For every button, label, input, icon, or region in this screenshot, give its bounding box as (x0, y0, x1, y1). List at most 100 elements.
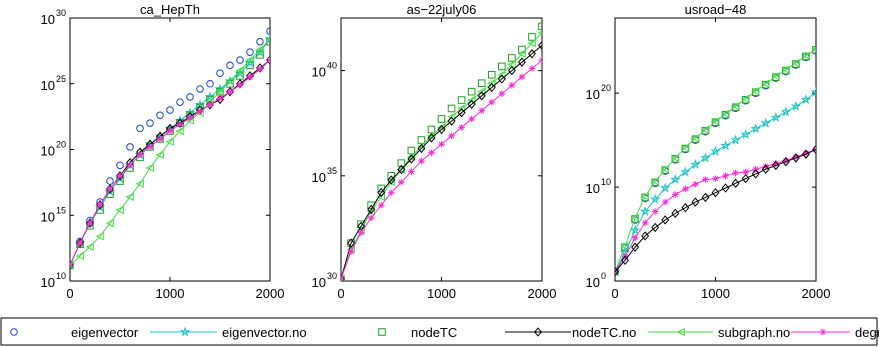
data-point (711, 117, 720, 126)
data-point (761, 164, 770, 174)
data-point (615, 266, 619, 277)
data-point (782, 157, 790, 165)
legend-marker (676, 327, 685, 337)
data-point (649, 193, 661, 204)
y-tick-label: 10 (41, 12, 55, 27)
data-point (631, 234, 639, 242)
data-point (266, 37, 270, 46)
data-point (629, 224, 641, 235)
data-point (750, 123, 761, 134)
data-point (85, 242, 94, 251)
data-point (742, 168, 749, 176)
data-point (498, 90, 506, 98)
data-point (690, 158, 701, 169)
data-point (487, 71, 496, 79)
data-point (264, 33, 270, 44)
data-point (791, 153, 800, 163)
data-point (651, 208, 659, 215)
data-point (670, 153, 680, 163)
data-point (166, 127, 174, 135)
data-point (116, 172, 124, 180)
data-point (508, 82, 516, 89)
data-point (204, 91, 216, 102)
data-point (427, 133, 436, 143)
data-point (418, 157, 425, 165)
data-point (70, 260, 74, 270)
data-point (802, 149, 810, 157)
data-point (518, 45, 526, 54)
data-point (801, 149, 810, 159)
data-point (488, 98, 496, 106)
y-tick-exponent: 10 (601, 177, 611, 187)
data-point (347, 248, 355, 255)
series-eigenvector-no (615, 86, 816, 277)
data-point (477, 91, 486, 101)
data-point (812, 144, 816, 155)
data-point (801, 51, 810, 60)
x-tick-label: 0 (337, 286, 344, 301)
data-point (407, 154, 416, 164)
y-tick-exponent: 40 (327, 61, 337, 71)
legend-marker (179, 326, 191, 337)
legend-label: nodeTC.no (572, 325, 636, 340)
data-point (751, 169, 760, 179)
data-point (761, 79, 770, 88)
data-point (186, 114, 194, 122)
data-point (477, 79, 486, 88)
data-point (86, 219, 94, 227)
chart-title: ca_HepTh (140, 2, 200, 17)
data-point (517, 49, 526, 58)
series-subgraph-no (615, 46, 816, 276)
data-point (711, 188, 720, 198)
data-point (136, 124, 144, 133)
data-point (771, 72, 780, 81)
data-point (640, 192, 649, 201)
data-point (701, 192, 710, 203)
data-point (498, 62, 506, 71)
data-point (457, 108, 466, 118)
data-point (517, 57, 526, 67)
data-point (772, 160, 780, 167)
data-point (156, 135, 164, 143)
data-point (659, 182, 671, 193)
series-group (341, 22, 542, 281)
data-point (468, 115, 475, 123)
data-point (155, 150, 164, 159)
data-point (145, 163, 154, 173)
data-point (226, 61, 234, 70)
data-point (621, 255, 630, 266)
series-nodetc-no (341, 40, 542, 281)
data-point (234, 67, 246, 78)
data-point (255, 45, 264, 54)
data-point (631, 242, 640, 252)
series-degree (341, 56, 542, 281)
data-point (196, 85, 204, 93)
data-point (387, 175, 396, 185)
data-point (427, 125, 436, 134)
series-line (341, 44, 542, 280)
series-line (615, 149, 816, 272)
data-point (236, 81, 244, 89)
data-point (661, 215, 670, 225)
data-point (397, 159, 406, 167)
series-group (70, 27, 270, 270)
data-point (701, 125, 710, 134)
data-point (165, 137, 174, 146)
data-point (528, 65, 536, 72)
data-point (731, 102, 740, 111)
data-point (397, 164, 406, 175)
plot-area (614, 17, 817, 282)
data-point (376, 192, 385, 201)
y-tick-label: 10 (41, 78, 55, 93)
data-point (538, 56, 542, 64)
x-tick-label: 2000 (528, 286, 557, 301)
data-point (236, 56, 244, 64)
data-point (682, 185, 689, 193)
legend-marker (378, 328, 386, 336)
data-point (266, 56, 270, 64)
data-point (146, 119, 154, 127)
data-point (681, 203, 690, 213)
y-tick-label: 10 (312, 170, 326, 185)
data-point (791, 58, 800, 68)
